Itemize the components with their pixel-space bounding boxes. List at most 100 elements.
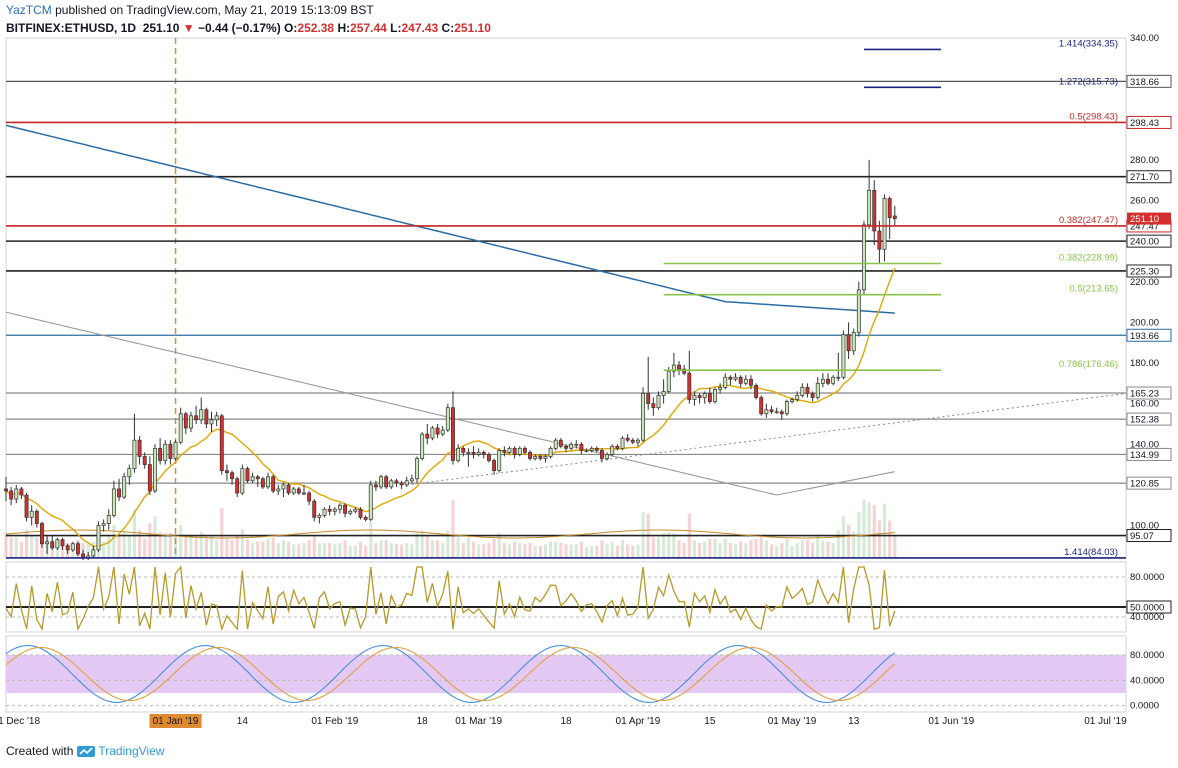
volume-bar [9,537,13,558]
candle-body [60,539,65,547]
published-text: published on TradingView.com, May 21, 20… [51,3,374,17]
candle-body [625,437,630,441]
candle-body [230,472,234,480]
candle-body [163,443,168,461]
fib-levels: 1.414(334.35) 1.272(315.73) 0.5(298.43) 0.3… [6,38,1126,559]
candle-body [605,454,610,459]
volume-bar [230,540,234,558]
volume-bar [194,537,198,558]
date-axis[interactable] [6,714,1126,728]
candle-body [404,480,409,486]
candle-body [348,510,353,514]
volume-ma-line [5,529,895,539]
volume-bar [554,541,558,558]
volume-bar [836,530,840,558]
candle-body [702,393,707,398]
level-axis-label: 134.99 [1130,450,1159,461]
volume-bar [184,534,188,558]
volume-bar [446,530,450,558]
candle-body [445,407,450,431]
candle-body [271,476,276,492]
stoch-tick-label: 0.0000 [1130,701,1159,712]
volume-bar [703,541,707,558]
volume-bar [19,541,24,558]
tradingview-logo-icon [77,745,96,757]
candle-body [75,543,80,555]
fib-level-label: 1.414(334.35) [1059,38,1118,49]
candle-body [153,447,157,492]
level-axis-box [1126,447,1172,461]
candle-body [784,401,789,415]
candle-body [117,488,121,498]
volume-bar [317,543,321,558]
volume-bar [302,543,306,558]
fib-level-label: 0.5(213.65) [1069,284,1118,295]
candle-body [34,510,39,524]
candle-body [810,393,815,398]
volume-bar [769,544,774,558]
open-label: O: [284,21,298,35]
date-labels[interactable]: 01 Dec '18 01 Jan '19 14 01 Feb '19 18 01 Mar… [0,714,1127,728]
candle-body [497,449,502,472]
main-pane[interactable] [5,37,1127,559]
candle-body [440,429,445,435]
price-tick-label: 280.00 [1130,155,1159,166]
candle-body [91,549,96,557]
candle-body [137,439,142,457]
candle-body [759,397,764,415]
candle-body [872,189,877,232]
rsi-pane[interactable] [5,561,1127,633]
price-axis[interactable]: 340.00320.00300.00280.00260.00240.00220.… [1126,33,1172,543]
volume-bar [492,538,496,558]
volume-bar [543,544,548,558]
candle-body [795,395,800,400]
volume-bar [137,530,142,558]
volume-bar [528,543,532,558]
volume-bar [477,544,481,558]
level-axis-label: 225.30 [1130,266,1159,277]
candle-body [409,478,414,482]
candle-body [456,447,461,461]
volume-bar [656,537,661,558]
level-axis-box [1126,328,1172,342]
volume-bar [276,543,280,558]
volume-bar [533,545,537,558]
volume-bar [667,531,671,558]
volume-bar [235,536,239,558]
candle-body [574,443,579,446]
candle-body [106,514,111,524]
volume-bar [245,538,250,558]
volume-bar [297,544,301,558]
volume-bar [518,543,522,558]
volume-bar [143,538,147,558]
tradingview-brand[interactable]: TradingView [98,744,165,758]
symbol-info: BITFINEX:ETHUSD, 1D 251.10 ▼ −0.44 (−0.1… [6,21,491,35]
candle-body [564,445,568,449]
candle-body [19,488,24,496]
price-tick-label: 180.00 [1130,358,1159,369]
candle-body [276,488,281,492]
volume-bar [215,540,219,558]
volume-bar [456,537,460,558]
volume-bar [811,543,815,558]
date-tick-label: 15 [704,716,716,727]
candle-body [70,543,75,551]
author-link[interactable]: YazTCM [6,3,52,17]
candle-body [322,508,327,516]
candle-body [769,409,774,413]
candle-body [815,382,820,398]
candle-body [307,492,312,502]
candle-body [754,384,759,398]
volume-bar [564,544,568,558]
candle-body [728,376,733,380]
volume-bar [117,534,121,558]
volume-bar [708,538,712,558]
fib-level-label: 1.272(315.73) [1059,76,1118,87]
volume-bar [410,544,414,558]
level-axis-box [1126,234,1172,248]
volume-bar [322,543,327,558]
price-chart[interactable]: 1.414(334.35) 1.272(315.73) 0.5(298.43) 0.3… [0,0,1178,740]
volume-bar [240,529,244,558]
candle-body [851,332,856,352]
candle-body [338,504,342,510]
